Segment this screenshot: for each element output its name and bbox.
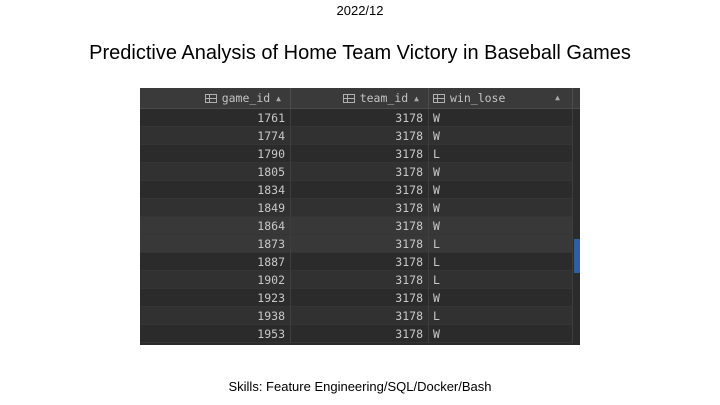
- grid-header: game_id ▲︎ team_id ▲︎ win_lose ▲︎: [140, 88, 580, 109]
- cell-game-id[interactable]: 1774: [140, 127, 291, 145]
- cell-team-id[interactable]: 3178: [291, 145, 429, 163]
- cell-game-id[interactable]: 1902: [140, 271, 291, 289]
- table-row[interactable]: 1923 3178 W: [140, 289, 580, 307]
- cell-game-id[interactable]: 1938: [140, 307, 291, 325]
- vertical-scrollbar[interactable]: [573, 109, 580, 345]
- cell-win-lose[interactable]: W: [429, 289, 573, 307]
- cell-team-id[interactable]: 3178: [291, 199, 429, 217]
- cell-team-id[interactable]: 3178: [291, 289, 429, 307]
- sort-arrows-icon[interactable]: ▲︎: [276, 94, 281, 103]
- cell-team-id[interactable]: 3178: [291, 217, 429, 235]
- cell-team-id[interactable]: 3178: [291, 271, 429, 289]
- column-header-label: game_id: [221, 91, 271, 105]
- column-header-game-id[interactable]: game_id ▲︎: [140, 88, 291, 108]
- table-row[interactable]: 1849 3178 W: [140, 199, 580, 217]
- cell-game-id[interactable]: 1790: [140, 145, 291, 163]
- cell-game-id[interactable]: 1873: [140, 235, 291, 253]
- cell-win-lose[interactable]: W: [429, 199, 573, 217]
- cell-game-id[interactable]: 1953: [140, 325, 291, 343]
- cell-game-id[interactable]: 1849: [140, 199, 291, 217]
- skills-label: Skills: Feature Engineering/SQL/Docker/B…: [228, 379, 492, 394]
- table-row[interactable]: 1834 3178 W: [140, 181, 580, 199]
- grid-rows: 1761 3178 W 1774 3178 W 1790 3178 L 1805 3178 W 1834…: [140, 109, 580, 343]
- cell-win-lose[interactable]: W: [429, 325, 573, 343]
- cell-win-lose[interactable]: L: [429, 307, 573, 325]
- table-column-icon: [204, 94, 217, 103]
- table-row[interactable]: 1887 3178 L: [140, 253, 580, 271]
- table-row[interactable]: 1805 3178 W: [140, 163, 580, 181]
- data-grid: game_id ▲︎ team_id ▲︎ win_lose ▲︎ 1761 3178 W…: [140, 88, 580, 345]
- cell-team-id[interactable]: 3178: [291, 181, 429, 199]
- table-row[interactable]: 1761 3178 W: [140, 109, 580, 127]
- cell-team-id[interactable]: 3178: [291, 307, 429, 325]
- cell-game-id[interactable]: 1805: [140, 163, 291, 181]
- cell-team-id[interactable]: 3178: [291, 253, 429, 271]
- cell-game-id[interactable]: 1834: [140, 181, 291, 199]
- cell-team-id[interactable]: 3178: [291, 109, 429, 127]
- cell-win-lose[interactable]: L: [429, 235, 573, 253]
- cell-game-id[interactable]: 1887: [140, 253, 291, 271]
- cell-game-id[interactable]: 1761: [140, 109, 291, 127]
- page-title: Predictive Analysis of Home Team Victory…: [89, 42, 631, 64]
- cell-win-lose[interactable]: L: [429, 145, 573, 163]
- cell-win-lose[interactable]: W: [429, 181, 573, 199]
- cell-team-id[interactable]: 3178: [291, 127, 429, 145]
- table-row[interactable]: 1938 3178 L: [140, 307, 580, 325]
- table-row[interactable]: 1864 3178 W: [140, 217, 580, 235]
- column-header-win-lose[interactable]: win_lose ▲︎: [429, 88, 573, 108]
- table-row[interactable]: 1873 3178 L: [140, 235, 580, 253]
- date-label: 2022/12: [336, 3, 384, 18]
- cell-win-lose[interactable]: L: [429, 253, 573, 271]
- cell-win-lose[interactable]: L: [429, 271, 573, 289]
- cell-win-lose[interactable]: W: [429, 217, 573, 235]
- table-row[interactable]: 1774 3178 W: [140, 127, 580, 145]
- sort-arrows-icon[interactable]: ▲︎: [414, 94, 419, 103]
- cell-team-id[interactable]: 3178: [291, 235, 429, 253]
- scrollbar-thumb[interactable]: [574, 239, 580, 273]
- cell-team-id[interactable]: 3178: [291, 163, 429, 181]
- cell-game-id[interactable]: 1864: [140, 217, 291, 235]
- cell-team-id[interactable]: 3178: [291, 325, 429, 343]
- table-column-icon: [342, 94, 355, 103]
- table-column-icon: [433, 94, 445, 103]
- column-header-label: win_lose: [450, 91, 506, 105]
- sort-arrows-icon[interactable]: ▲︎: [555, 93, 560, 102]
- table-row[interactable]: 1790 3178 L: [140, 145, 580, 163]
- column-header-label: team_id: [359, 91, 409, 105]
- cell-game-id[interactable]: 1923: [140, 289, 291, 307]
- table-row[interactable]: 1902 3178 L: [140, 271, 580, 289]
- cell-win-lose[interactable]: W: [429, 127, 573, 145]
- column-header-team-id[interactable]: team_id ▲︎: [291, 88, 429, 108]
- cell-win-lose[interactable]: W: [429, 109, 573, 127]
- table-row[interactable]: 1953 3178 W: [140, 325, 580, 343]
- cell-win-lose[interactable]: W: [429, 163, 573, 181]
